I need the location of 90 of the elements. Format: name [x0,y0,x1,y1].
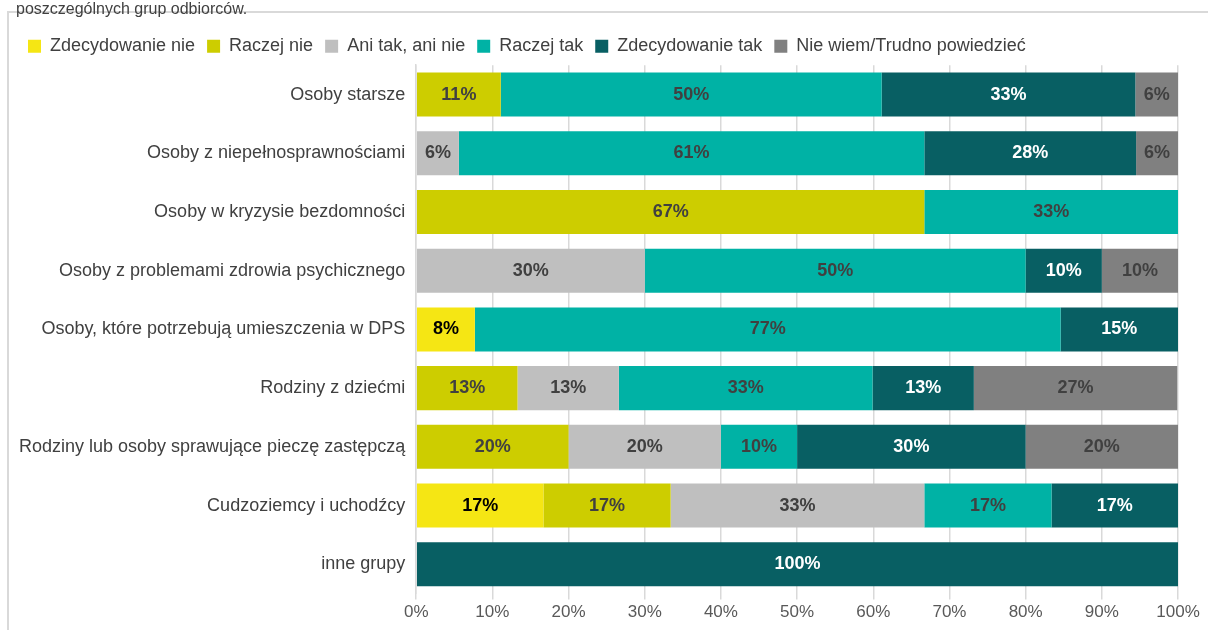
bar [416,72,501,117]
bar [416,307,475,352]
legend-label: Raczej nie [229,35,314,56]
bar [1101,248,1178,293]
bar [517,366,619,411]
data-label: 6% [1144,142,1171,163]
data-label: 27% [1057,377,1094,398]
bar [924,189,1178,234]
bar [416,483,544,528]
y-tick-label: Rodziny lub osoby sprawujące pieczę zastępczą [18,435,407,456]
bar [720,424,798,469]
data-label: 15% [1101,318,1138,339]
data-label: 20% [626,435,663,456]
bar [618,366,873,411]
bar [416,542,1178,587]
data-label: 20% [1083,435,1120,456]
x-tick-label: 70% [932,602,967,622]
legend-label: Zdecydowanie nie [50,35,196,56]
y-tick-label: Osoby, które potrzebują umieszczenia w DPS [41,318,406,339]
bar [1025,248,1102,293]
bar [500,72,882,117]
text: poszczególnych grup odbiorców. [16,0,248,18]
data-label: 13% [449,377,486,398]
bar [872,366,974,411]
data-label: 17% [1096,494,1133,515]
bar [543,483,671,528]
data-label: 17% [589,494,626,515]
x-tick-label: 80% [1008,602,1043,622]
x-tick-label: 60% [856,602,891,622]
bar [924,131,1137,176]
legend-label: Zdecydowanie tak [617,35,764,56]
y-tick-label: Osoby z problemami zdrowia psychicznego [59,259,406,280]
x-tick-label: 0% [403,602,429,622]
x-tick-label: 40% [703,602,738,622]
data-label: 50% [817,259,854,280]
data-label: 17% [969,494,1006,515]
data-label: 33% [990,83,1027,104]
data-label: 50% [673,83,710,104]
data-label: 6% [424,142,451,163]
data-label: 13% [550,377,587,398]
data-label: 11% [441,83,477,104]
data-label: 28% [1012,142,1049,163]
data-label: 100% [774,553,821,574]
x-tick-label: 100% [1156,602,1200,622]
data-label: 10% [1121,259,1158,280]
bar [1060,307,1178,352]
legend-label: Ani tak, ani nie [347,35,466,56]
bar [1051,483,1178,528]
x-tick-label: 20% [551,602,586,622]
data-label: 30% [512,259,549,280]
data-label: 20% [474,435,511,456]
bar [973,366,1178,411]
bar [416,189,925,234]
bar [416,424,569,469]
x-tick-label: 90% [1084,602,1119,622]
bar [644,248,1026,293]
data-label: 30% [893,435,930,456]
y-tick-label: Osoby w kryzysie bezdomności [154,200,406,221]
bar [797,424,1026,469]
data-label: 13% [905,377,942,398]
data-label: 33% [1033,200,1070,221]
y-tick-label: Cudzoziemcy i uchodźcy [207,494,406,515]
data-label: 67% [652,200,689,221]
data-label: 33% [779,494,816,515]
bar [1025,424,1178,469]
y-tick-label: Osoby starsze [290,83,406,104]
data-label: 61% [673,142,710,163]
data-label: 8% [432,318,459,339]
legend-label: Nie wiem/Trudno powiedzieć [796,35,1026,56]
data-label: 77% [749,318,786,339]
bar [670,483,925,528]
data-label: 10% [1045,259,1082,280]
data-label: 17% [462,494,499,515]
bar [416,366,518,411]
x-tick-label: 10% [475,602,510,622]
y-tick-label: Osoby z niepełnosprawnościami [147,142,406,163]
bar [924,483,1052,528]
legend-label: Raczej tak [499,35,585,56]
x-tick-label: 50% [780,602,815,622]
bar [568,424,721,469]
y-tick-label: Rodziny z dziećmi [260,377,406,398]
bar [474,307,1061,352]
x-tick-label: 30% [627,602,662,622]
bar [881,72,1136,117]
bar [416,248,645,293]
data-label: 33% [727,377,764,398]
data-label: 6% [1143,83,1170,104]
bar [458,131,925,176]
data-label: 10% [741,435,778,456]
y-tick-label: inne grupy [321,553,406,574]
